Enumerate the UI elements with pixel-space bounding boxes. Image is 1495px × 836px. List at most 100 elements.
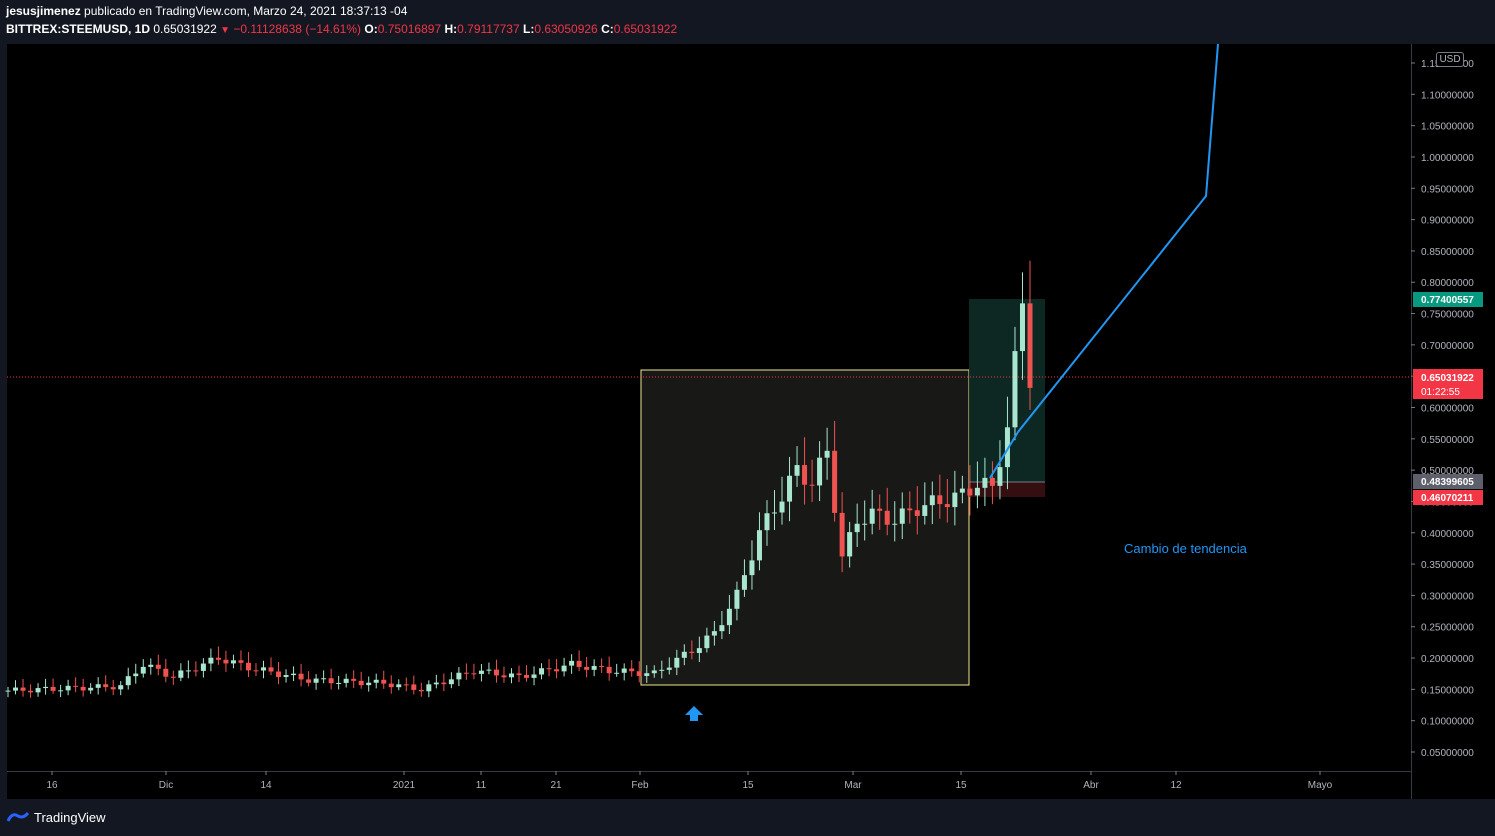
candle-body[interactable]: [561, 665, 567, 672]
candle-body[interactable]: [794, 465, 800, 476]
candle-body[interactable]: [253, 670, 259, 672]
candle-body[interactable]: [929, 495, 935, 506]
candle-body[interactable]: [336, 682, 342, 684]
candle-body[interactable]: [689, 651, 695, 653]
candle-body[interactable]: [1019, 303, 1025, 352]
candle-body[interactable]: [463, 672, 469, 674]
candle-body[interactable]: [178, 670, 184, 678]
candle-body[interactable]: [441, 682, 447, 685]
candle-body[interactable]: [516, 673, 522, 675]
candle-body[interactable]: [847, 532, 853, 557]
candle-body[interactable]: [802, 465, 808, 485]
candle-body[interactable]: [659, 669, 665, 671]
candle-body[interactable]: [629, 668, 635, 672]
currency-label[interactable]: USD: [1436, 52, 1464, 67]
brand-name[interactable]: TradingView: [34, 810, 106, 825]
candle-body[interactable]: [591, 665, 597, 670]
candle-body[interactable]: [726, 608, 732, 626]
candle-body[interactable]: [621, 668, 627, 673]
candle-body[interactable]: [125, 676, 131, 686]
arrow-up-icon[interactable]: [685, 706, 703, 721]
candle-body[interactable]: [306, 679, 312, 683]
candle-body[interactable]: [193, 670, 199, 672]
candle-body[interactable]: [944, 504, 950, 508]
candle-body[interactable]: [163, 668, 169, 677]
candle-body[interactable]: [20, 687, 26, 691]
candle-body[interactable]: [508, 673, 514, 678]
candle-body[interactable]: [493, 669, 499, 676]
stop-zone[interactable]: [969, 482, 1045, 497]
candle-body[interactable]: [118, 685, 124, 690]
candle-body[interactable]: [982, 477, 988, 488]
candle-body[interactable]: [43, 686, 49, 689]
price-axis[interactable]: [1411, 44, 1495, 799]
candle-body[interactable]: [606, 666, 612, 674]
candle-body[interactable]: [501, 675, 507, 678]
candle-body[interactable]: [644, 673, 650, 676]
candle-body[interactable]: [674, 657, 680, 668]
candle-body[interactable]: [681, 651, 687, 658]
candle-body[interactable]: [997, 467, 1003, 486]
candle-body[interactable]: [13, 687, 19, 691]
candle-body[interactable]: [291, 673, 297, 676]
candle-body[interactable]: [65, 685, 71, 691]
candle-body[interactable]: [636, 671, 642, 676]
candle-body[interactable]: [524, 674, 530, 678]
candle-body[interactable]: [148, 664, 154, 667]
candle-body[interactable]: [88, 687, 94, 691]
candle-body[interactable]: [328, 678, 334, 684]
candle-body[interactable]: [787, 475, 793, 502]
candle-body[interactable]: [170, 676, 176, 678]
candle-body[interactable]: [614, 672, 620, 674]
candle-body[interactable]: [50, 686, 56, 691]
candle-body[interactable]: [779, 501, 785, 513]
candle-body[interactable]: [351, 678, 357, 681]
candle-body[interactable]: [554, 669, 560, 672]
candle-body[interactable]: [899, 508, 905, 524]
candle-body[interactable]: [5, 690, 11, 692]
candle-body[interactable]: [764, 513, 770, 531]
candle-body[interactable]: [666, 667, 672, 670]
candle-body[interactable]: [478, 670, 484, 674]
candle-body[interactable]: [313, 678, 319, 683]
candle-body[interactable]: [914, 510, 920, 516]
candle-body[interactable]: [403, 684, 409, 686]
candle-body[interactable]: [283, 675, 289, 677]
candle-body[interactable]: [456, 672, 462, 680]
candle-body[interactable]: [989, 477, 995, 486]
candle-body[interactable]: [576, 660, 582, 667]
candle-body[interactable]: [772, 512, 777, 514]
candle-body[interactable]: [696, 648, 702, 653]
candle-body[interactable]: [892, 523, 898, 525]
candle-body[interactable]: [58, 690, 64, 692]
candle-body[interactable]: [298, 673, 304, 680]
candle-body[interactable]: [103, 684, 109, 688]
candle-body[interactable]: [381, 679, 387, 684]
candle-body[interactable]: [433, 682, 439, 685]
candle-body[interactable]: [1004, 427, 1010, 468]
candle-body[interactable]: [832, 450, 838, 513]
candle-body[interactable]: [276, 671, 282, 677]
chart-canvas[interactable]: Cambio de tendencia 1.150000001.10000000…: [0, 0, 1495, 799]
symbol-label[interactable]: BITTREX:STEEMUSD, 1D: [6, 22, 151, 36]
candle-body[interactable]: [711, 631, 717, 636]
candle-body[interactable]: [245, 662, 251, 671]
candle-body[interactable]: [35, 688, 41, 693]
candle-body[interactable]: [110, 687, 116, 690]
candle-body[interactable]: [261, 667, 266, 671]
time-axis[interactable]: [7, 771, 1411, 800]
candle-body[interactable]: [959, 488, 965, 493]
candle-body[interactable]: [734, 589, 740, 609]
candle-body[interactable]: [854, 523, 860, 533]
candle-body[interactable]: [1012, 351, 1018, 428]
candle-body[interactable]: [974, 487, 980, 496]
candle-body[interactable]: [366, 682, 372, 686]
candle-body[interactable]: [80, 686, 86, 691]
candle-body[interactable]: [922, 505, 928, 516]
candle-body[interactable]: [73, 685, 79, 687]
candle-body[interactable]: [95, 684, 101, 688]
candle-body[interactable]: [651, 670, 657, 674]
candle-body[interactable]: [140, 666, 146, 674]
candle-body[interactable]: [230, 660, 236, 664]
candle-body[interactable]: [185, 670, 191, 672]
